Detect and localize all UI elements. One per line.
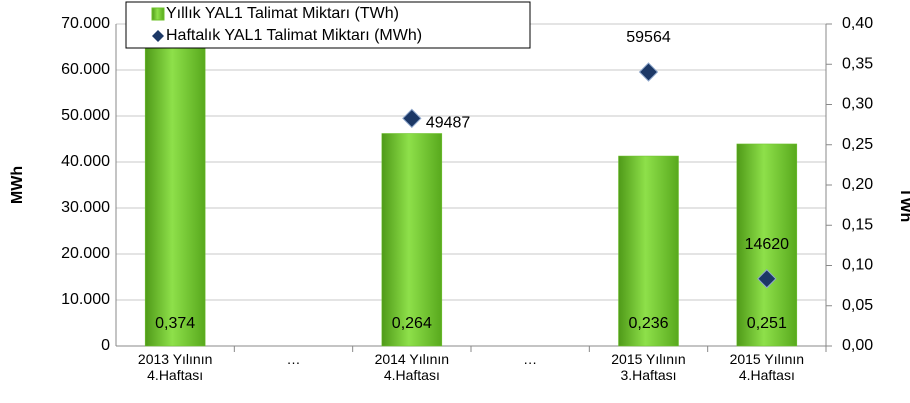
x-tick-label: … — [523, 351, 537, 367]
x-tick-line: 4.Haftası — [147, 367, 203, 383]
x-tick-line: … — [523, 351, 537, 367]
bar — [144, 44, 206, 347]
y-tick-label: 0 — [101, 337, 110, 354]
y2-tick-label: 0,30 — [842, 96, 873, 113]
y-tick-label: 20.000 — [61, 245, 110, 262]
marker — [757, 269, 777, 289]
x-tick-label: 2015 Yılının 4.Haftası — [730, 351, 804, 383]
y2-tick-label: 0,00 — [842, 337, 873, 354]
y2-tick-label: 0,20 — [842, 176, 873, 193]
y-axis-title: MWh — [9, 166, 26, 204]
x-tick-line: 4.Haftası — [739, 367, 795, 383]
x-tick-line: … — [287, 351, 301, 367]
bar — [618, 155, 679, 347]
bar — [736, 143, 798, 347]
legend-swatch — [152, 30, 164, 42]
x-tick-line: 4.Haftası — [384, 367, 440, 383]
x-tick-line: 2015 Yılının — [730, 351, 804, 367]
y-tick-label: 70.000 — [61, 15, 110, 32]
legend-box — [125, 1, 531, 49]
y2-tick-label: 0,05 — [842, 297, 873, 314]
marker — [638, 62, 659, 82]
x-tick-label: 2013 Yılının 4.Haftası — [138, 351, 212, 383]
bar — [381, 133, 443, 347]
y-tick-label: 30.000 — [61, 199, 110, 216]
legend-label: Haftalık YAL1 Talimat Miktarı (MWh) — [166, 27, 422, 44]
y-tick-label: 60.000 — [61, 61, 110, 78]
y2-tick-label: 0,25 — [842, 136, 873, 153]
data-label: 59564 — [626, 29, 671, 46]
data-label: 14620 — [745, 236, 790, 253]
y2-tick-label: 0,15 — [842, 216, 873, 233]
x-tick-line: 2015 Yılının — [611, 351, 685, 367]
legend-swatch — [151, 7, 165, 21]
y-tick-label: 10.000 — [61, 291, 110, 308]
data-label: 0,264 — [392, 315, 432, 332]
y-tick-label: 50.000 — [61, 107, 110, 124]
y-tick-label: 40.000 — [61, 153, 110, 170]
y2-tick-label: 0,10 — [842, 257, 873, 274]
legend-label: Yıllık YAL1 Talimat Miktarı (TWh) — [166, 5, 399, 22]
y2-tick-label: 0,40 — [842, 15, 873, 32]
x-tick-line: 3.Haftası — [620, 367, 676, 383]
data-label: 0,251 — [747, 315, 787, 332]
data-label: 49487 — [426, 115, 471, 132]
x-tick-line: 2014 Yılının — [375, 351, 449, 367]
marker — [402, 108, 422, 129]
x-tick-label: 2014 Yılının 4.Haftası — [375, 351, 449, 383]
x-tick-label: 2015 Yılının 3.Haftası — [611, 351, 685, 383]
data-label: 0,374 — [155, 315, 195, 332]
y2-tick-label: 0,35 — [842, 55, 873, 72]
data-label: 0,236 — [628, 315, 668, 332]
y2-axis-title: TWh — [897, 188, 910, 223]
x-tick-label: … — [287, 351, 301, 367]
x-tick-line: 2013 Yılının — [138, 351, 212, 367]
